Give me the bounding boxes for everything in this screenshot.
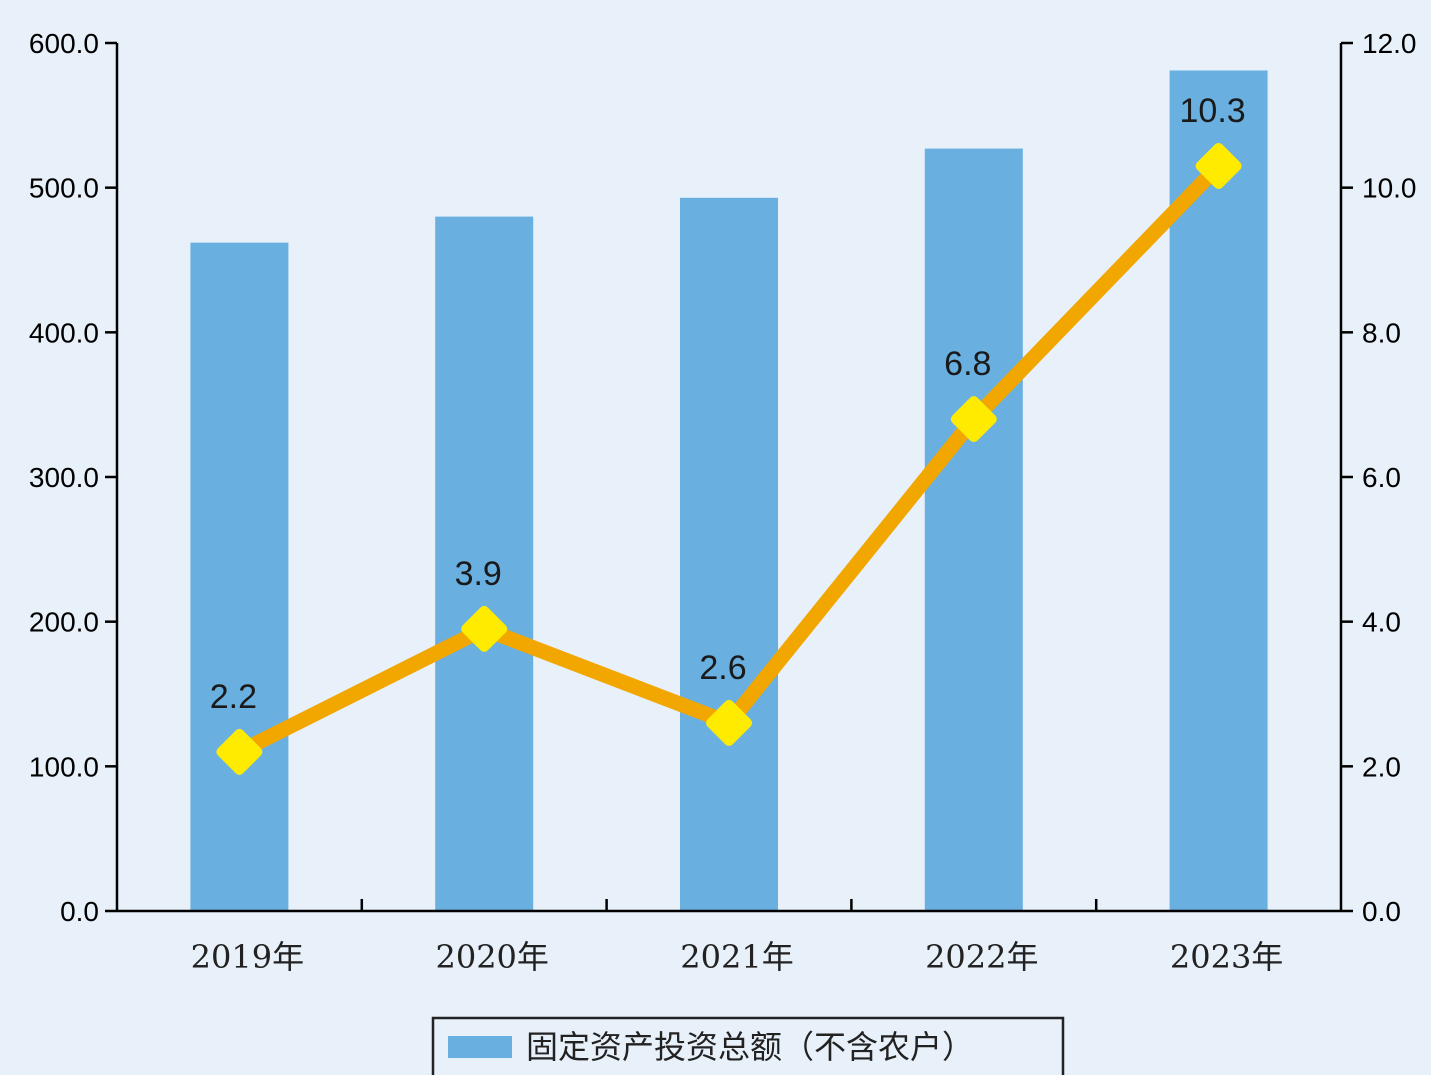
left-tick-label-2: 200.0 xyxy=(29,607,99,638)
line-point-1 xyxy=(461,605,508,652)
data-label-0: 2.2 xyxy=(210,678,257,716)
right-tick-label-3: 6.0 xyxy=(1362,462,1401,493)
data-label-2: 2.6 xyxy=(699,649,746,687)
left-tick-label-3: 300.0 xyxy=(29,462,99,493)
axes-layer: 0.0 0.0 100.0 2.0 200.0 4.0 300.0 6.0 400.0 8.0 50… xyxy=(29,28,1417,976)
x-tick-label-1: 2020年 xyxy=(435,938,548,976)
line-point-0 xyxy=(216,728,263,775)
left-tick-label-0: 0.0 xyxy=(60,896,99,927)
left-tick-label-6: 600.0 xyxy=(29,28,99,59)
line-point-2 xyxy=(706,699,752,746)
legend: 固定资产投资总额（不含农户） xyxy=(431,1016,1065,1075)
bar-0 xyxy=(190,242,289,911)
x-tick-label-4: 2023年 xyxy=(1170,938,1283,976)
line-point-4 xyxy=(1195,142,1242,189)
right-tick-label-5: 10.0 xyxy=(1362,173,1417,204)
bar-4 xyxy=(1169,70,1268,911)
right-tick-label-0: 0.0 xyxy=(1362,896,1401,927)
legend-box xyxy=(431,1016,1065,1075)
left-tick-label-5: 500.0 xyxy=(29,173,99,204)
bar-2 xyxy=(680,197,778,911)
data-label-1: 3.9 xyxy=(455,555,502,593)
data-label-4: 10.3 xyxy=(1180,92,1246,130)
right-tick-label-2: 4.0 xyxy=(1362,607,1401,638)
bar-3 xyxy=(924,148,1023,911)
left-tick-label-4: 400.0 xyxy=(29,317,99,348)
x-tick-label-3: 2022年 xyxy=(925,938,1038,976)
data-label-3: 6.8 xyxy=(944,345,991,383)
line-point-3 xyxy=(950,396,997,443)
line-layer: 2.2 3.9 2.6 6.8 10.3 xyxy=(210,92,1246,775)
x-tick-label-2: 2021年 xyxy=(680,938,793,976)
left-tick-label-1: 100.0 xyxy=(29,751,99,782)
x-tick-label-0: 2019年 xyxy=(191,938,304,976)
right-tick-label-4: 8.0 xyxy=(1362,317,1401,348)
bars-layer xyxy=(190,70,1268,912)
right-tick-label-6: 12.0 xyxy=(1362,28,1417,59)
bar-1 xyxy=(435,216,534,912)
right-tick-label-1: 2.0 xyxy=(1362,751,1401,782)
legend-label-bar: 固定资产投资总额（不含农户） xyxy=(526,1028,974,1066)
legend-swatch-bar xyxy=(448,1036,512,1058)
